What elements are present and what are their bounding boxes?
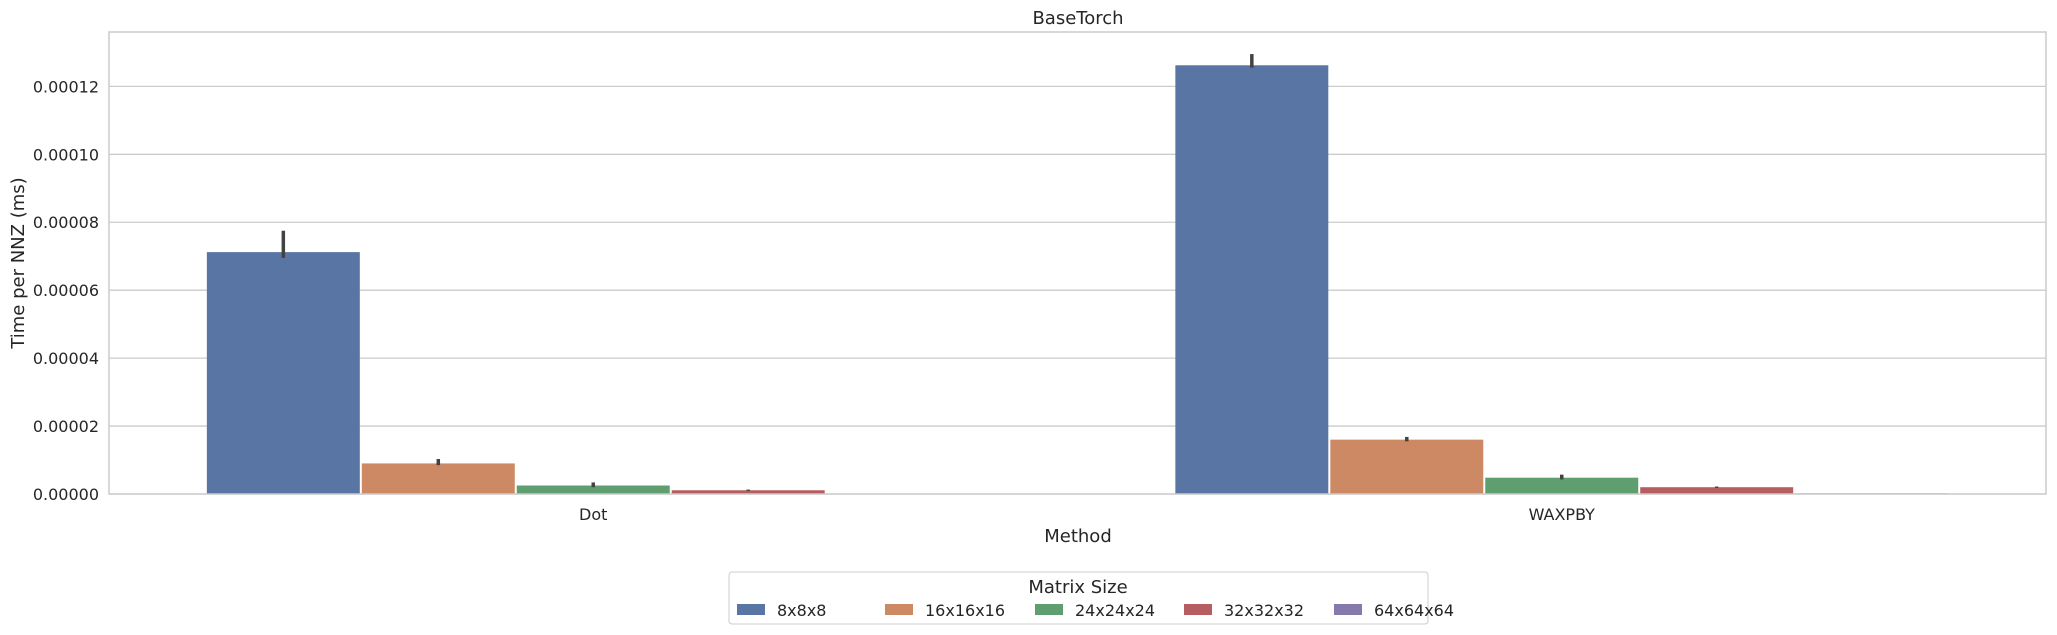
legend-swatch — [1035, 604, 1063, 615]
y-tick-label: 0.00006 — [33, 281, 99, 300]
y-tick-label: 0.00010 — [33, 145, 99, 164]
y-tick-label: 0.00004 — [33, 349, 99, 368]
bar — [516, 485, 670, 494]
grid-lines — [109, 85, 2046, 495]
y-tick-label: 0.00000 — [33, 485, 99, 504]
y-tick-label: 0.00012 — [33, 77, 99, 96]
y-tick-label: 0.00008 — [33, 213, 99, 232]
legend-label: 16x16x16 — [925, 601, 1005, 620]
legend-label: 24x24x24 — [1075, 601, 1155, 620]
bar — [1640, 487, 1794, 494]
legend-label: 64x64x64 — [1374, 601, 1454, 620]
bar — [361, 463, 515, 494]
chart-title: BaseTorch — [1032, 8, 1123, 29]
y-tick-labels: 0.00000 0.00002 0.00004 0.00006 0.00008 0.000… — [33, 77, 99, 504]
plot-frame — [108, 31, 2047, 495]
legend-swatch — [1184, 604, 1212, 615]
legend-swatch — [737, 604, 765, 615]
x-tick-label: WAXPBY — [1529, 505, 1596, 524]
x-axis-title: Method — [1044, 526, 1112, 547]
bars — [206, 65, 1949, 495]
legend: Matrix Size 8x8x8 16x16x16 24x24x24 32x32x3… — [728, 571, 1454, 625]
bar — [1330, 439, 1484, 494]
x-tick-labels: Dot WAXPBY — [579, 505, 1595, 524]
error-bars — [281, 54, 1719, 491]
legend-label: 32x32x32 — [1224, 601, 1304, 620]
legend-swatch — [885, 604, 913, 615]
bar — [1175, 65, 1329, 495]
y-tick-label: 0.00002 — [33, 417, 99, 436]
legend-label: 8x8x8 — [777, 601, 826, 620]
bar — [671, 490, 825, 494]
bar — [206, 252, 360, 494]
legend-title: Matrix Size — [1028, 577, 1127, 598]
legend-items: 8x8x8 16x16x16 24x24x24 32x32x32 64x64x64 — [737, 601, 1454, 620]
y-axis-title: Time per NNZ (ms) — [8, 177, 29, 349]
bar — [1485, 477, 1639, 494]
legend-swatch — [1334, 604, 1362, 615]
x-tick-label: Dot — [579, 505, 607, 524]
